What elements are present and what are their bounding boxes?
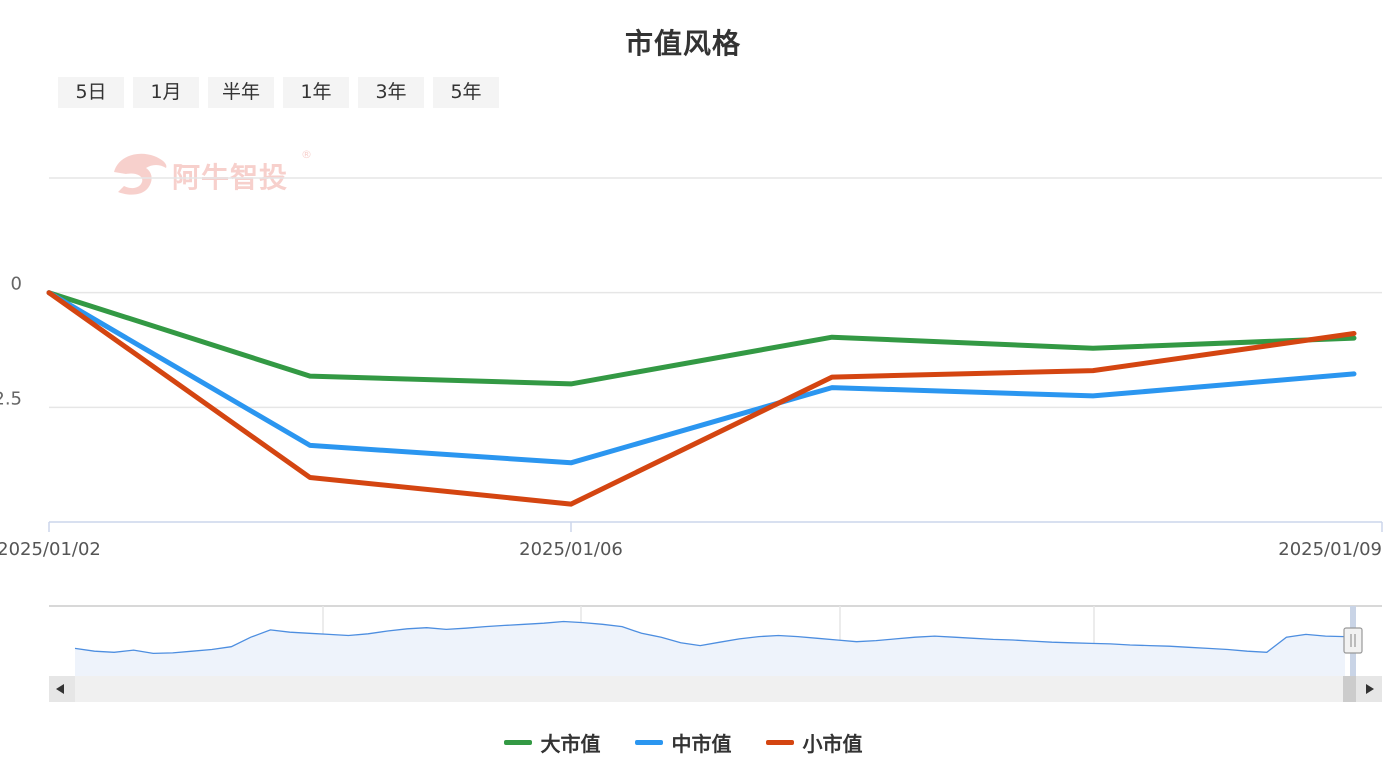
- legend-label: 小市值: [802, 732, 863, 756]
- range-selector: 5日 1月 半年 1年 3年 5年: [58, 77, 499, 108]
- legend-swatch: [503, 740, 532, 745]
- series-line-2: [46, 290, 1357, 466]
- y-tick-label: -2.5: [0, 388, 22, 409]
- series-line-1: [46, 290, 1357, 387]
- legend-swatch: [765, 740, 794, 745]
- registered-mark: ®: [301, 148, 312, 161]
- legend-item-large-cap[interactable]: 大市值: [503, 728, 601, 757]
- legend-item-mid-cap[interactable]: 中市值: [634, 728, 732, 757]
- range-1m-button[interactable]: 1月: [133, 77, 199, 108]
- bull-logo-icon: [114, 153, 167, 195]
- scrollbar-track: [49, 676, 1382, 702]
- x-tick-label: 2025/01/06: [519, 539, 623, 560]
- range-5y-button[interactable]: 5年: [433, 77, 499, 108]
- scrollbar-thumb: [1343, 676, 1357, 702]
- chart-title: 市值风格: [624, 27, 741, 60]
- legend-swatch: [634, 740, 663, 745]
- scroll-right-icon: [1366, 684, 1374, 694]
- legend-item-small-cap[interactable]: 小市值: [765, 728, 863, 757]
- navigator-handle-icon: [1343, 627, 1363, 654]
- range-6m-button[interactable]: 半年: [208, 77, 274, 108]
- legend-label: 大市值: [540, 732, 601, 756]
- chart-legend: 大市值 中市值 小市值: [0, 728, 1366, 757]
- range-3y-button[interactable]: 3年: [358, 77, 424, 108]
- y-tick-label: 0: [11, 274, 22, 295]
- navigator-line: [74, 620, 1346, 655]
- scroll-left-icon: [56, 684, 64, 694]
- series-line-3: [46, 290, 1357, 507]
- range-5d-button[interactable]: 5日: [58, 77, 124, 108]
- x-tick-label: 2025/01/09: [1278, 539, 1382, 560]
- range-1y-button[interactable]: 1年: [283, 77, 349, 108]
- x-tick-label: 2025/01/02: [0, 539, 101, 560]
- navigator-area: [75, 621, 1345, 676]
- legend-label: 中市值: [671, 732, 732, 756]
